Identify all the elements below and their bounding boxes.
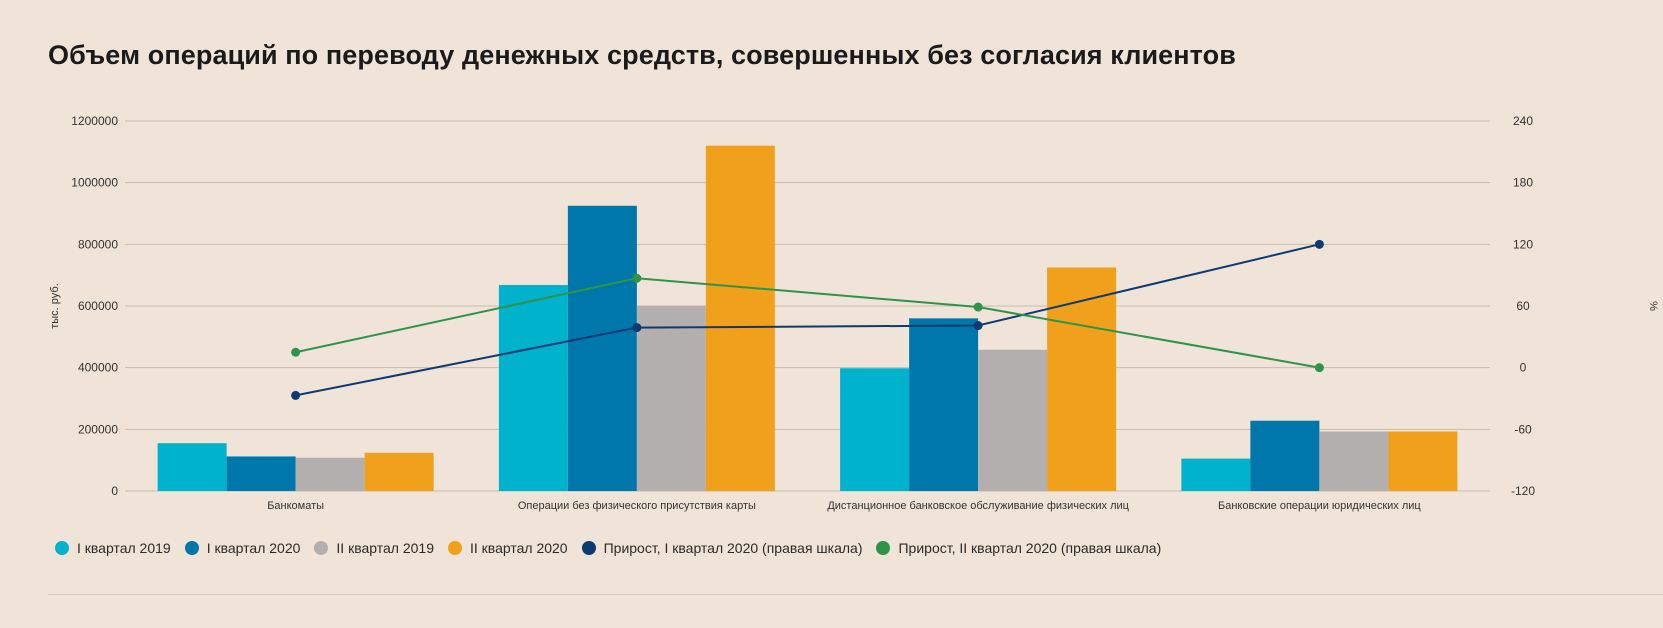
y-tick-label: 1200000: [71, 114, 118, 128]
bar: [1319, 431, 1389, 491]
category-label: Банковские операции юридических лиц: [1218, 500, 1421, 512]
legend-swatch: [184, 541, 199, 555]
bar: [1250, 420, 1320, 491]
y2-tick-label: 240: [1513, 114, 1533, 128]
y-tick-label: 0: [111, 484, 118, 498]
bar: [295, 457, 365, 491]
chart-legend: I квартал 2019 I квартал 2020 II квартал 2…: [55, 540, 1175, 556]
bar: [498, 285, 568, 491]
y-tick-label: 400000: [78, 361, 118, 375]
bar: [1388, 431, 1458, 491]
y-tick-label: 600000: [78, 299, 118, 313]
y-tick-label: 800000: [78, 237, 118, 251]
legend-label: II квартал 2020: [470, 540, 568, 556]
legend-label: Прирост, I квартал 2020 (правая шкала): [603, 540, 863, 556]
series-line: [295, 277, 1320, 369]
bar: [705, 145, 775, 491]
category-label: Операции без физического присутствия кар…: [518, 500, 756, 512]
legend-swatch: [314, 541, 329, 555]
bar: [226, 456, 296, 491]
line-point: [1314, 239, 1324, 249]
legend-item: II квартал 2020: [448, 540, 568, 556]
bar: [840, 368, 910, 491]
legend-item: II квартал 2019: [314, 540, 434, 556]
bar: [364, 452, 434, 491]
y-tick-label: 200000: [78, 422, 118, 436]
bar: [1181, 458, 1251, 491]
legend-label: I квартал 2019: [77, 540, 171, 556]
legend-label: II квартал 2019: [336, 540, 434, 556]
series-line: [295, 243, 1320, 397]
legend-item: I квартал 2019: [55, 540, 171, 556]
bar: [1047, 267, 1117, 491]
y2-tick-label: 180: [1513, 176, 1533, 190]
legend-label: Прирост, II квартал 2020 (правая шкала): [898, 540, 1162, 556]
line-point: [291, 347, 301, 357]
y2-tick-label: 60: [1516, 299, 1530, 313]
y2-tick-label: -60: [1514, 422, 1532, 436]
legend-item: Прирост, II квартал 2020 (правая шкала): [876, 540, 1161, 556]
y2-tick-label: 0: [1520, 361, 1527, 375]
bar: [567, 205, 637, 491]
legend-swatch: [55, 541, 69, 555]
legend-swatch: [581, 541, 596, 555]
bottom-divider: [48, 594, 1663, 595]
y2-axis-title: %: [1647, 301, 1659, 311]
line-point: [1314, 363, 1324, 373]
legend-item: Прирост, I квартал 2020 (правая шкала): [581, 540, 863, 556]
y-axis-title: тыс. руб.: [49, 283, 61, 329]
category-label: Банкоматы: [267, 500, 324, 512]
y-tick-label: 1000000: [71, 176, 118, 190]
bar: [909, 318, 979, 491]
y2-tick-label: -120: [1511, 484, 1535, 498]
line-point: [973, 302, 983, 312]
bar: [157, 443, 227, 491]
bar: [978, 349, 1048, 491]
legend-item: I квартал 2020: [184, 540, 301, 556]
chart-title: Объем операций по переводу денежных сред…: [48, 40, 1236, 70]
category-label: Дистанционное банковское обслуживание фи…: [827, 500, 1129, 512]
legend-swatch: [876, 541, 891, 555]
legend-label: I квартал 2020: [206, 540, 301, 556]
line-point: [973, 321, 983, 331]
line-point: [291, 390, 301, 400]
bar: [636, 306, 706, 491]
legend-swatch: [448, 541, 462, 555]
line-point: [632, 323, 642, 333]
y2-tick-label: 120: [1513, 237, 1533, 251]
line-point: [632, 273, 642, 283]
